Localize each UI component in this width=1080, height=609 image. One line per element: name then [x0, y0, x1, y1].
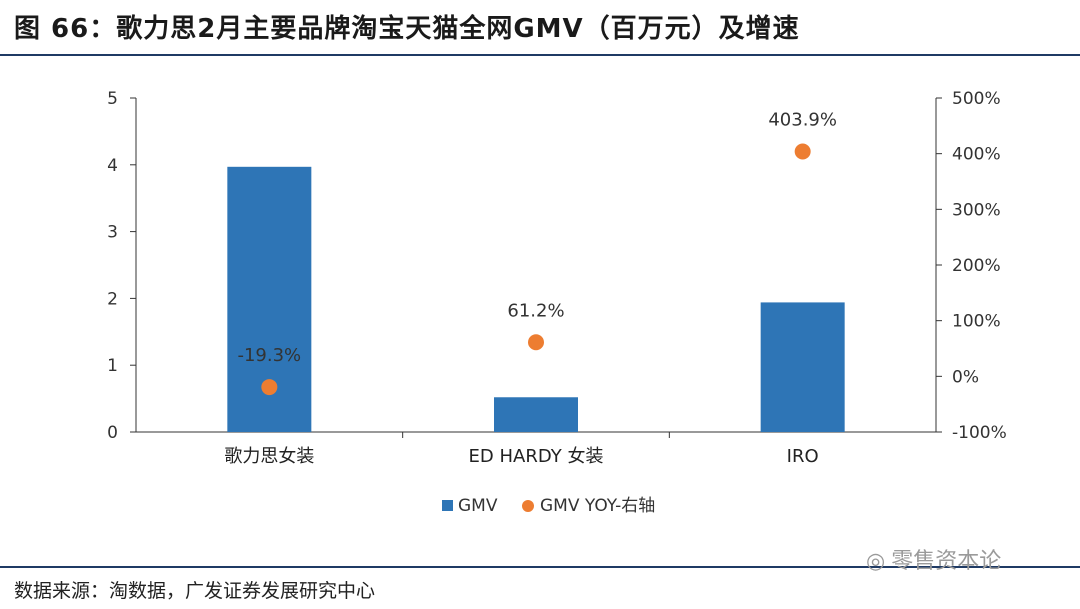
wechat-icon: ◎: [866, 549, 886, 574]
left-tick-label: 0: [107, 423, 118, 443]
dot-gmv-yoy: [261, 379, 278, 396]
left-tick-label: 2: [107, 289, 118, 309]
footer-divider: [0, 566, 1080, 568]
chart-title: 图 66：歌力思2月主要品牌淘宝天猫全网GMV（百万元）及增速: [14, 14, 800, 44]
right-tick-label: -100%: [952, 423, 1007, 443]
category-label: 歌力思女装: [224, 446, 314, 467]
chart: 0 1 2 3 4 5 -100% 0% 100% 200% 300% 400% 500% 歌力思女装 -1…: [107, 89, 1007, 516]
dot-gmv-yoy: [794, 143, 811, 160]
data-label-yoy: 61.2%: [507, 300, 564, 321]
legend-label-gmv: GMV: [458, 496, 498, 516]
right-tick-label: 200%: [952, 256, 1001, 276]
legend-label-yoy: GMV YOY-右轴: [540, 496, 655, 516]
right-tick-label: 400%: [952, 145, 1001, 165]
right-tick-label: 0%: [952, 367, 979, 387]
bar-gmv: [760, 302, 845, 432]
left-tick-label: 1: [107, 356, 118, 376]
watermark-text: 零售资本论: [891, 549, 1002, 574]
legend-swatch-gmv: [442, 500, 453, 511]
data-label-yoy: -19.3%: [237, 345, 301, 366]
category-label: ED HARDY 女装: [469, 446, 604, 467]
category-label: IRO: [787, 446, 819, 467]
right-tick-label: 100%: [952, 312, 1001, 332]
left-tick-label: 4: [107, 156, 118, 176]
watermark: ◎ 零售资本论: [866, 543, 1001, 575]
right-tick-label: 300%: [952, 200, 1001, 220]
bar-gmv: [494, 397, 578, 432]
data-label-yoy: 403.9%: [768, 109, 837, 130]
left-tick-label: 5: [107, 89, 118, 109]
title-divider: [0, 54, 1080, 56]
right-tick-label: 500%: [952, 89, 1001, 109]
dot-gmv-yoy: [528, 334, 544, 351]
legend-swatch-yoy: [522, 500, 534, 512]
left-tick-label: 3: [107, 223, 118, 243]
source-note: 数据来源：淘数据，广发证券发展研究中心: [14, 580, 376, 602]
